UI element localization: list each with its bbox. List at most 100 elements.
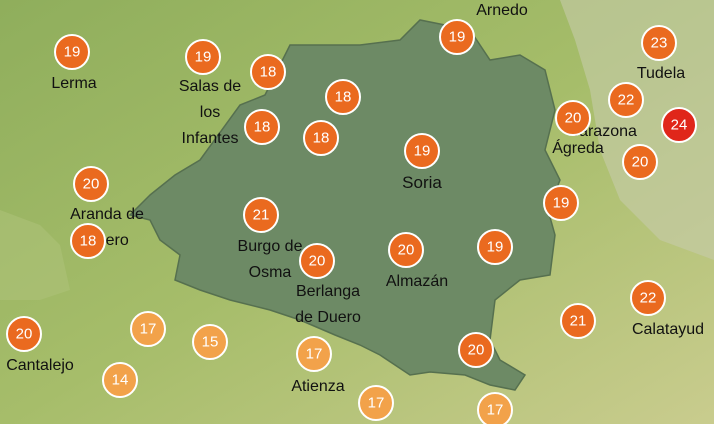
temperature-label: 15 xyxy=(202,334,219,351)
place-label: Burgo de xyxy=(238,238,303,255)
temperature-marker[interactable]: 18 xyxy=(325,79,361,115)
temperature-label: 19 xyxy=(64,44,81,61)
temperature-marker[interactable]: 19 xyxy=(404,133,440,169)
place-label: Almazán xyxy=(386,273,448,290)
temperature-label: 19 xyxy=(487,239,504,256)
temperature-label: 22 xyxy=(640,290,657,307)
marker-circle xyxy=(185,39,221,75)
temperature-label: 19 xyxy=(449,29,466,46)
temperature-marker[interactable]: 24 xyxy=(661,107,697,143)
temperature-label: 17 xyxy=(306,346,323,363)
place-label: Atienza xyxy=(291,378,344,395)
temperature-marker[interactable]: 17 xyxy=(130,311,166,347)
temperature-marker[interactable]: 22 xyxy=(608,82,644,118)
temperature-marker[interactable]: 14 xyxy=(102,362,138,398)
region xyxy=(560,0,714,260)
place-label: Cantalejo xyxy=(6,357,74,374)
marker-circle xyxy=(299,243,335,279)
temperature-marker[interactable]: 18 xyxy=(303,120,339,156)
temperature-marker[interactable]: 20 xyxy=(458,332,494,368)
marker-circle xyxy=(325,79,361,115)
temperature-label: 22 xyxy=(618,92,635,109)
temperature-label: 20 xyxy=(83,176,100,193)
marker-circle xyxy=(70,223,106,259)
temperature-marker[interactable]: 17 xyxy=(358,385,394,421)
marker-circle xyxy=(608,82,644,118)
marker-circle xyxy=(73,166,109,202)
marker-circle xyxy=(250,54,286,90)
place-label: los xyxy=(200,104,220,121)
marker-circle xyxy=(622,144,658,180)
temperature-label: 24 xyxy=(671,117,688,134)
marker-circle xyxy=(54,34,90,70)
place-label: Osma xyxy=(249,264,292,281)
temperature-marker[interactable]: 19 xyxy=(477,229,513,265)
temperature-label: 14 xyxy=(112,372,129,389)
temperature-label: 20 xyxy=(565,110,582,127)
temperature-label: 18 xyxy=(313,130,330,147)
temperature-label: 20 xyxy=(16,326,33,343)
temperature-marker[interactable]: 19 xyxy=(543,185,579,221)
temperature-marker[interactable]: 18 xyxy=(70,223,106,259)
temperature-label: 17 xyxy=(368,395,385,412)
temperature-label: 20 xyxy=(398,242,415,259)
temperature-marker[interactable]: 19 xyxy=(54,34,90,70)
marker-circle xyxy=(661,107,697,143)
temperature-label: 21 xyxy=(570,313,587,330)
marker-circle xyxy=(555,100,591,136)
temperature-marker[interactable]: 18 xyxy=(244,109,280,145)
marker-circle xyxy=(439,19,475,55)
marker-circle xyxy=(543,185,579,221)
marker-circle xyxy=(130,311,166,347)
marker-circle xyxy=(244,109,280,145)
place-label: Aranda de xyxy=(70,206,144,223)
marker-circle xyxy=(560,303,596,339)
place-label: Arnedo xyxy=(476,2,528,19)
marker-circle xyxy=(388,232,424,268)
temperature-label: 18 xyxy=(260,64,277,81)
temperature-marker[interactable]: 23 xyxy=(641,25,677,61)
marker-circle xyxy=(641,25,677,61)
place-label: Berlanga xyxy=(296,283,360,300)
temperature-label: 17 xyxy=(487,402,504,419)
marker-circle xyxy=(630,280,666,316)
temperature-marker[interactable]: 17 xyxy=(477,392,513,424)
temperature-label: 19 xyxy=(195,49,212,66)
temperature-marker[interactable]: 20 xyxy=(388,232,424,268)
place-label: Lerma xyxy=(51,75,96,92)
temperature-marker[interactable]: 20 xyxy=(73,166,109,202)
temperature-marker[interactable]: 21 xyxy=(560,303,596,339)
marker-circle xyxy=(296,336,332,372)
temperature-marker[interactable]: 19 xyxy=(439,19,475,55)
temperature-label: 20 xyxy=(309,253,326,270)
marker-circle xyxy=(6,316,42,352)
temperature-marker[interactable]: 20 xyxy=(299,243,335,279)
place-label: Soria xyxy=(402,173,442,192)
temperature-marker[interactable]: 17 xyxy=(296,336,332,372)
temperature-marker[interactable]: 20 xyxy=(6,316,42,352)
place-label: de Duero xyxy=(295,309,361,326)
temperature-label: 19 xyxy=(414,143,431,160)
temperature-marker[interactable]: 19 xyxy=(185,39,221,75)
marker-circle xyxy=(477,392,513,424)
place-label: Salas de xyxy=(179,78,241,95)
temperature-label: 23 xyxy=(651,35,668,52)
temperature-marker[interactable]: 22 xyxy=(630,280,666,316)
marker-circle xyxy=(102,362,138,398)
temperature-marker[interactable]: 20 xyxy=(622,144,658,180)
place-label: Infantes xyxy=(182,130,239,147)
temperature-marker[interactable]: 15 xyxy=(192,324,228,360)
temperature-label: 18 xyxy=(80,233,97,250)
marker-circle xyxy=(303,120,339,156)
temperature-label: 19 xyxy=(553,195,570,212)
temperature-marker[interactable]: 21 xyxy=(243,197,279,233)
temperature-marker[interactable]: 20 xyxy=(555,100,591,136)
temperature-label: 18 xyxy=(335,89,352,106)
temperature-label: 21 xyxy=(253,207,270,224)
marker-circle xyxy=(404,133,440,169)
marker-circle xyxy=(458,332,494,368)
temperature-label: 20 xyxy=(632,154,649,171)
temperature-marker[interactable]: 18 xyxy=(250,54,286,90)
temperature-label: 17 xyxy=(140,321,157,338)
